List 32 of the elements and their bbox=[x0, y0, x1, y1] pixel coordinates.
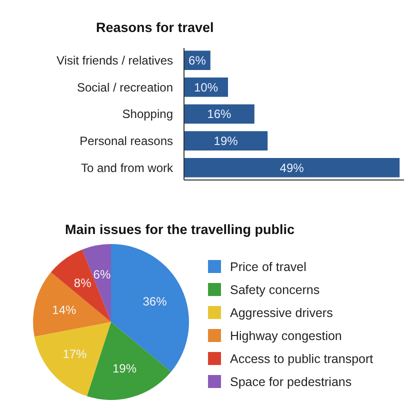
y-tick-label: Social / recreation bbox=[76, 80, 173, 94]
data-label: 49% bbox=[280, 160, 304, 175]
legend-label: Highway congestion bbox=[230, 328, 342, 343]
chart-title: Main issues for the travelling public bbox=[65, 222, 296, 237]
y-tick-label: To and from work bbox=[80, 160, 174, 175]
chart-title: Reasons for travel bbox=[96, 20, 214, 35]
legend-label: Safety concerns bbox=[230, 282, 320, 297]
legend-label: Space for pedestrians bbox=[230, 374, 352, 389]
legend-label: Access to public transport bbox=[230, 352, 374, 366]
legend-label: Price of travel bbox=[230, 260, 306, 274]
data-label: 19% bbox=[214, 134, 238, 148]
y-tick-label: Shopping bbox=[122, 107, 173, 122]
y-tick-label: Visit friends / relatives bbox=[56, 54, 173, 68]
pie-slice bbox=[33, 272, 111, 337]
data-label: 19% bbox=[112, 362, 137, 376]
data-label: 16% bbox=[207, 107, 232, 122]
pie-slice bbox=[34, 322, 111, 396]
pie-slice bbox=[50, 249, 111, 322]
data-label: 6% bbox=[93, 268, 111, 282]
data-label: 14% bbox=[52, 303, 76, 318]
bar bbox=[184, 131, 268, 150]
data-label: 8% bbox=[74, 276, 92, 290]
y-tick-label: Personal reasons bbox=[80, 134, 173, 148]
bar bbox=[184, 104, 254, 124]
data-label: 6% bbox=[188, 54, 206, 68]
legend-label: Aggressive drivers bbox=[230, 306, 333, 320]
bar bbox=[184, 158, 400, 178]
data-label: 10% bbox=[194, 80, 218, 94]
data-label: 36% bbox=[142, 294, 168, 309]
data-label: 17% bbox=[62, 347, 88, 362]
pie-slice bbox=[111, 244, 189, 372]
pie-slice bbox=[86, 322, 172, 400]
